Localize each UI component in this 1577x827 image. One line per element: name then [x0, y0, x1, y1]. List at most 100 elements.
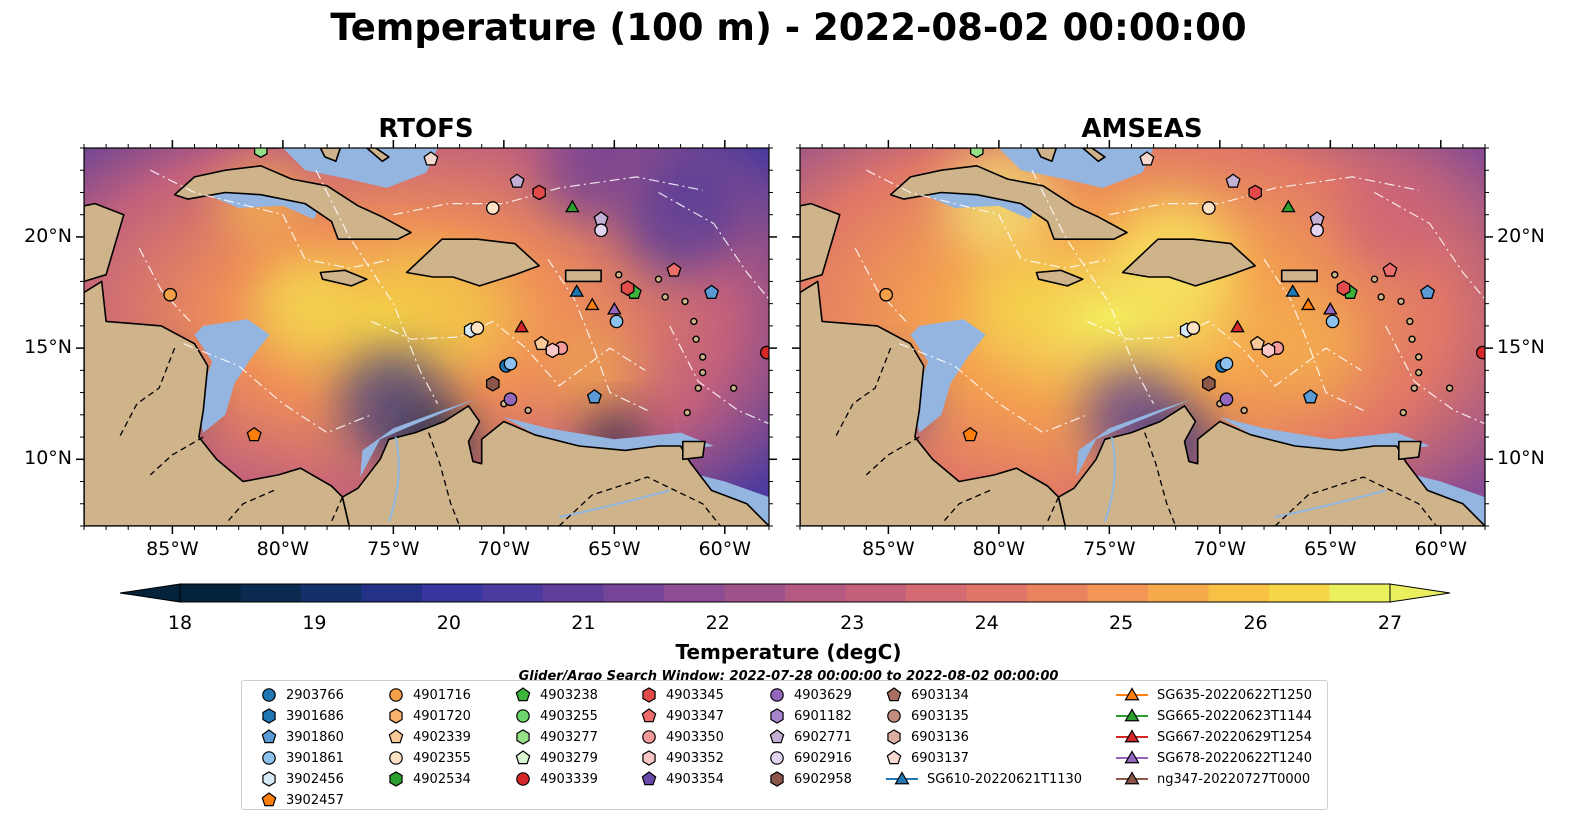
legend-label: 4901720	[413, 708, 471, 724]
land-southAmerica	[1057, 405, 1485, 526]
legend-item: 6903137	[885, 748, 969, 768]
observation-marker	[545, 342, 560, 359]
legend-marker-icon	[886, 771, 918, 785]
legend-marker-icon	[886, 687, 902, 702]
legend-item: SG678-20220622T1240	[1115, 748, 1312, 768]
observation-marker	[509, 173, 525, 188]
observation-marker	[470, 321, 485, 335]
observation-marker	[503, 356, 518, 371]
legend-item: SG667-20220629T1254	[1115, 727, 1312, 747]
x-tick-label: 80°W	[256, 538, 310, 560]
figure-title: Temperature (100 m) - 2022-08-02 00:00:0…	[330, 6, 1247, 49]
legend-label: 6901182	[794, 708, 852, 724]
colorbar-extend-low	[119, 583, 181, 603]
legend-label: 6903136	[911, 729, 969, 745]
legend-marker-icon	[641, 708, 657, 723]
legend-item: 4903238	[514, 685, 598, 705]
legend-marker-icon	[641, 771, 657, 786]
colorbar	[119, 583, 1451, 603]
legend-marker-icon	[1116, 687, 1148, 701]
observation-marker	[485, 375, 500, 392]
legend-label: 4903277	[540, 729, 598, 745]
legend-item: 6901182	[768, 706, 852, 726]
colorbar-segment	[966, 584, 1028, 602]
observation-marker	[1300, 297, 1316, 311]
legend-label: 4903354	[666, 771, 724, 787]
colorbar-segment	[422, 584, 483, 602]
legend-label: 3902457	[286, 792, 344, 808]
land-centralAmerica	[84, 280, 350, 526]
map-frame	[799, 147, 1486, 527]
colorbar-extend-high	[1389, 583, 1451, 603]
legend-item: 6902771	[768, 727, 852, 747]
land-yucatan	[84, 202, 125, 283]
axis-ticks	[792, 140, 1493, 534]
legend-marker-icon	[887, 729, 901, 745]
observation-marker	[423, 151, 439, 166]
land-bahamas1	[1035, 148, 1058, 163]
legend-label: 4903255	[540, 708, 598, 724]
x-tick-labels-amseas: 85°W 80°W 75°W 70°W 65°W 60°W	[0, 0, 1577, 560]
land-cuba	[173, 165, 412, 240]
y-tick-labels-right: 20°N 15°N 10°N	[0, 0, 1577, 469]
legend-marker-icon	[886, 750, 902, 765]
observation-marker	[1201, 201, 1216, 215]
legend: 2903766 3901686 3901860 3901861 3902456 39024…	[241, 680, 1328, 810]
legend-label: 3901861	[286, 750, 344, 766]
land-puertoRico	[1280, 269, 1318, 283]
land-hispaniola	[405, 238, 540, 287]
legend-item: SG610-20220621T1130	[885, 769, 1082, 789]
observation-marker	[1475, 345, 1485, 360]
legend-label: 4903347	[666, 708, 724, 724]
observation-marker	[607, 301, 622, 315]
x-tick-label: 75°W	[1083, 538, 1136, 560]
legend-marker-icon	[388, 729, 404, 744]
colorbar-tick-label: 18	[167, 612, 193, 634]
legend-item: 4903347	[640, 706, 724, 726]
x-tick-label: 85°W	[146, 538, 199, 560]
legend-marker-icon	[262, 751, 276, 765]
colorbar-segment	[543, 584, 604, 602]
observation-marker	[1281, 199, 1296, 213]
legend-label: 4903629	[794, 687, 852, 703]
legend-label: 2903766	[286, 687, 344, 703]
colorbar-segment	[1208, 584, 1270, 602]
legend-item: 4903352	[640, 748, 724, 768]
legend-item: 4903255	[514, 706, 598, 726]
observation-marker	[514, 319, 529, 333]
observation-marker	[1186, 321, 1201, 335]
legend-item: 3902457	[260, 790, 344, 810]
colorbar-tick-label: 19	[302, 612, 327, 634]
observation-marker	[532, 184, 547, 201]
legend-item: 6903135	[885, 706, 969, 726]
shelf-bahamasBank	[282, 148, 438, 188]
legend-item: 3901860	[260, 727, 344, 747]
legend-item: 6903136	[885, 727, 969, 747]
legend-label: 4903345	[666, 687, 724, 703]
y-tick-label: 20°N	[24, 224, 72, 247]
legend-label: SG678-20220622T1240	[1157, 750, 1313, 766]
legend-label: SG610-20220621T1130	[927, 771, 1083, 787]
map-panel-rtofs	[76, 140, 777, 534]
observation-marker	[533, 335, 549, 351]
legend-label: 4902534	[413, 771, 471, 787]
legend-label: 4902339	[413, 729, 471, 745]
observation-marker	[620, 280, 635, 296]
colorbar-label: Temperature (degC)	[675, 640, 902, 664]
observation-marker	[1248, 184, 1263, 201]
y-tick-label: 20°N	[1497, 224, 1545, 247]
x-tick-label: 85°W	[862, 538, 915, 560]
legend-label: 6903135	[911, 708, 969, 724]
legend-item: ng347-20220727T0000	[1115, 769, 1310, 789]
shelf-nicaraguaShelf	[194, 319, 270, 433]
observation-marker	[1249, 335, 1265, 351]
observation-marker	[609, 314, 624, 329]
colorbar-tick-label: 27	[1377, 612, 1403, 634]
observation-marker	[1382, 262, 1398, 277]
legend-marker-icon	[262, 688, 276, 702]
x-tick-label: 60°W	[698, 538, 752, 560]
land-cuba	[889, 165, 1128, 240]
colorbar-segment	[301, 584, 362, 602]
legend-marker-icon	[770, 751, 784, 765]
legend-marker-icon	[516, 709, 530, 723]
